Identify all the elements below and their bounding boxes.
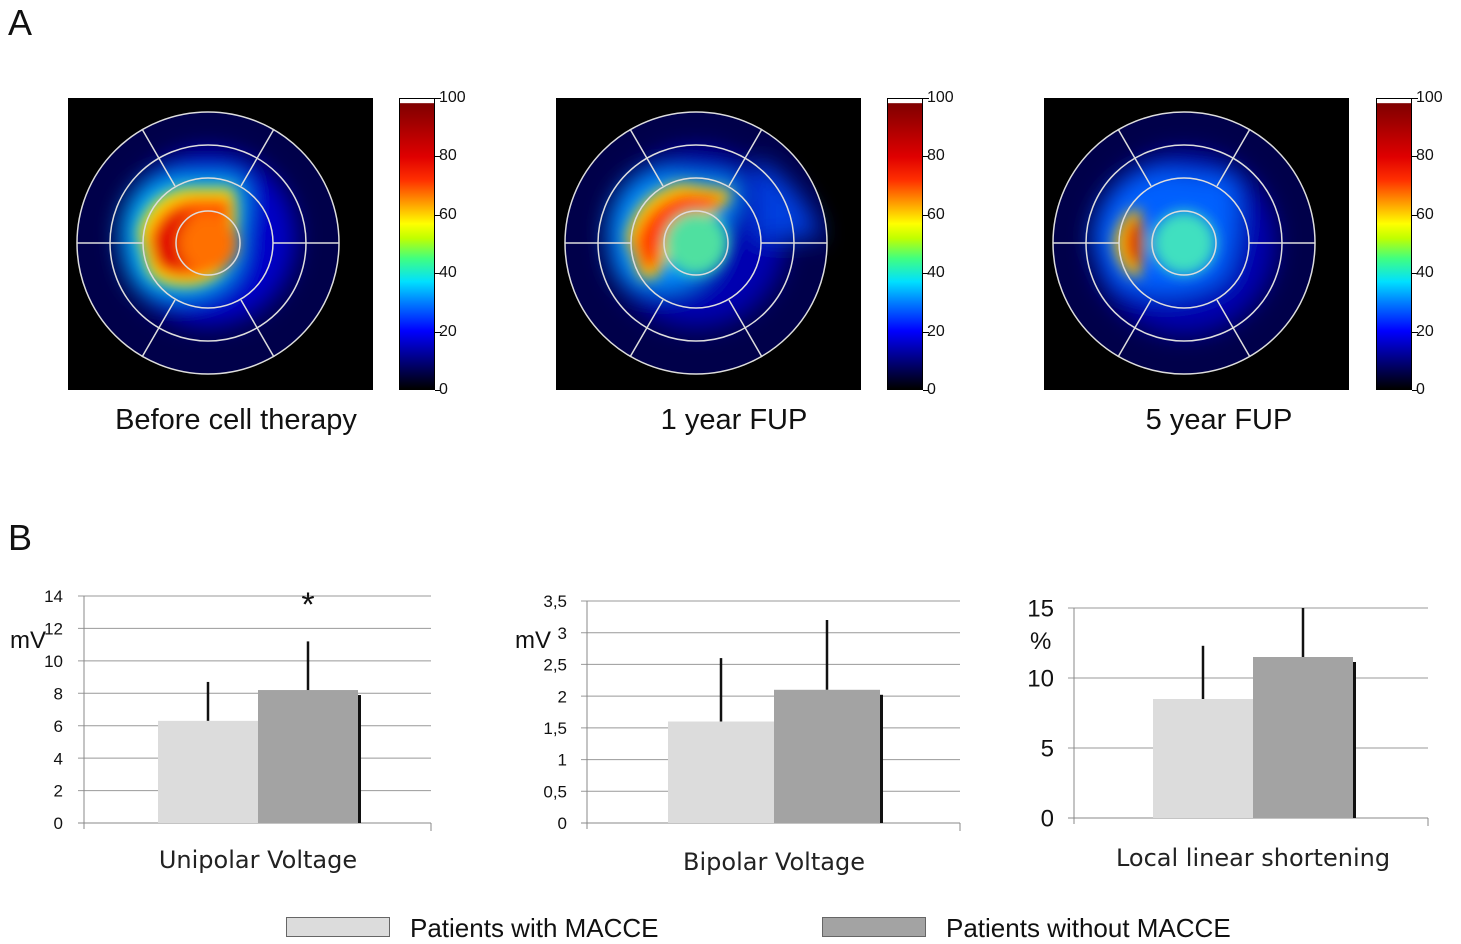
y-tick-label: 12 <box>44 620 63 639</box>
map-caption-5-year: 5 year FUP <box>1145 404 1293 436</box>
colorbar-tick-mark <box>1412 273 1418 275</box>
colorbar-tick-mark <box>923 331 929 333</box>
colorbar-tick-mark <box>435 273 441 275</box>
y-tick-label: 3,5 <box>543 592 567 611</box>
y-axis-label: mV <box>515 627 551 654</box>
y-tick-label: 5 <box>1041 736 1054 763</box>
map-caption-before: Before cell therapy <box>115 404 357 436</box>
y-tick-label: 0 <box>54 814 63 833</box>
bar-shadow <box>358 695 361 823</box>
y-tick-label: 0 <box>558 814 567 833</box>
colorbar-3 <box>1376 98 1412 390</box>
colorbar-tick-mark <box>923 156 929 158</box>
colorbar-tick-label: 0 <box>439 381 448 398</box>
bar-shadow <box>1353 662 1356 818</box>
colorbar-tick-label: 60 <box>439 205 457 223</box>
colorbar-tick-mark <box>435 214 441 216</box>
colorbar-tick-label: 20 <box>439 322 457 340</box>
y-tick-label: 4 <box>54 749 63 768</box>
y-tick-label: 1,5 <box>543 719 567 738</box>
bar-with-macce <box>1153 699 1253 818</box>
colorbar-tick-label: 40 <box>1416 264 1434 282</box>
colorbar-tick-mark <box>435 156 441 158</box>
legend-swatch-with-macce <box>286 917 390 937</box>
y-tick-label: 15 <box>1027 596 1054 623</box>
y-tick-label: 2 <box>54 782 63 801</box>
colorbar-tick-mark <box>923 98 929 99</box>
x-category-label: Bipolar Voltage <box>683 848 865 876</box>
colorbar-tick-label: 100 <box>1416 89 1443 106</box>
colorbar-tick-label: 80 <box>439 147 457 165</box>
colorbar-tick-mark <box>1412 98 1418 99</box>
colorbar-tick-mark <box>1412 331 1418 333</box>
x-category-label: Local linear shortening <box>1115 844 1391 872</box>
colorbar-tick-mark <box>435 331 441 333</box>
y-tick-label: 0 <box>1041 806 1054 833</box>
bar-without-macce <box>258 690 358 823</box>
colorbar-tick-mark <box>923 214 929 216</box>
colorbar-tick-label: 100 <box>927 89 954 106</box>
y-tick-label: 10 <box>44 652 63 671</box>
y-tick-label: 2 <box>558 687 567 706</box>
colorbar-tick-mark <box>435 98 441 99</box>
colorbar-tick-label: 60 <box>1416 205 1434 223</box>
colorbar-tick-mark <box>1412 214 1418 216</box>
colorbar-tick-label: 0 <box>927 381 936 398</box>
panel-b-label: B <box>8 517 33 558</box>
polar-map-before <box>68 98 373 390</box>
y-tick-label: 0,5 <box>543 782 567 801</box>
colorbar-tick-mark <box>435 390 441 391</box>
colorbar-tick-label: 20 <box>927 322 945 340</box>
colorbar-tick-mark <box>923 273 929 275</box>
significance-star: * <box>301 586 314 624</box>
colorbar-tick-mark <box>1412 156 1418 158</box>
y-tick-label: 3 <box>558 624 567 643</box>
y-tick-label: 10 <box>1027 666 1054 693</box>
bar-without-macce <box>774 689 880 823</box>
x-category-label: Unipolar Voltage <box>158 846 358 874</box>
y-tick-label: 8 <box>54 684 63 703</box>
colorbar-tick-label: 100 <box>439 89 466 106</box>
bar-with-macce <box>668 721 774 823</box>
colorbar-tick-label: 0 <box>1416 381 1425 398</box>
colorbar-tick-label: 80 <box>1416 147 1434 165</box>
legend-swatch-without-macce <box>822 917 926 937</box>
y-tick-label: 1 <box>558 751 567 770</box>
bar-without-macce <box>1253 657 1353 818</box>
polar-map-5-year <box>1044 98 1349 390</box>
colorbar-1 <box>399 98 435 390</box>
colorbar-tick-label: 20 <box>1416 322 1434 340</box>
y-tick-label: 6 <box>54 717 63 736</box>
colorbar-tick-label: 40 <box>439 264 457 282</box>
y-tick-label: 2,5 <box>543 656 567 675</box>
polar-map-1-year <box>556 98 861 390</box>
y-axis-label: % <box>1030 628 1052 655</box>
legend-label-with-macce: Patients with MACCE <box>410 913 659 943</box>
y-tick-label: 14 <box>44 587 63 606</box>
y-axis-label: mV <box>10 627 46 654</box>
colorbar-tick-label: 40 <box>927 264 945 282</box>
colorbar-tick-mark <box>1412 390 1418 391</box>
colorbar-tick-label: 80 <box>927 147 945 165</box>
bar-with-macce <box>158 720 258 823</box>
colorbar-2 <box>887 98 923 390</box>
colorbar-tick-label: 60 <box>927 205 945 223</box>
map-caption-1-year: 1 year FUP <box>660 404 808 436</box>
colorbar-tick-mark <box>923 390 929 391</box>
bar-shadow <box>880 694 883 823</box>
panel-a-label: A <box>8 2 33 43</box>
legend-label-without-macce: Patients without MACCE <box>946 913 1231 943</box>
